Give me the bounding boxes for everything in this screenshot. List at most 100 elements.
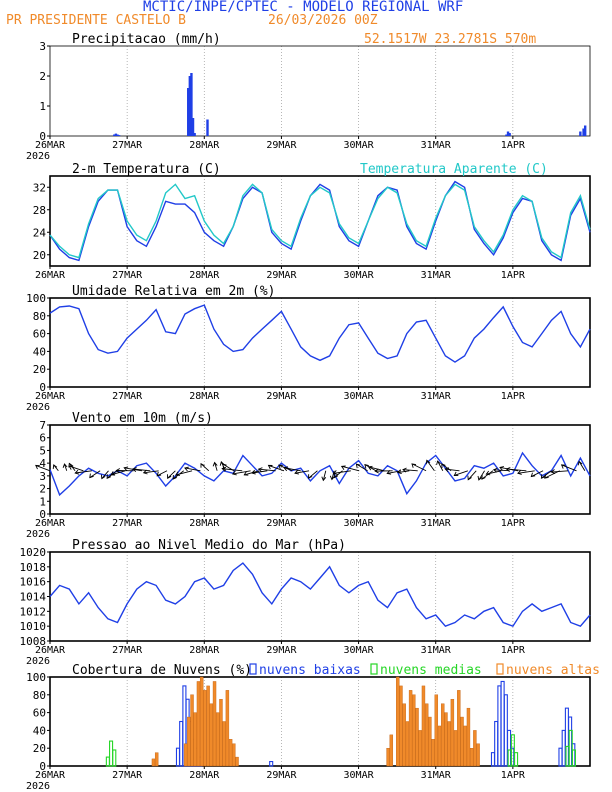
- humidity-x-tick-label: 31MAR: [421, 391, 452, 402]
- clouds-bar: [209, 703, 214, 767]
- precip-bar: [508, 133, 511, 136]
- clouds-y-tick-label: 80: [33, 689, 46, 702]
- wind-arrow-head: [396, 469, 402, 475]
- pressure-y-tick-label: 1020: [20, 546, 47, 559]
- wind-arrow: [531, 470, 544, 477]
- wind-y-tick-label: 2: [39, 483, 46, 496]
- page-title: MCTIC/INPE/CPTEC - MODELO REGIONAL WRF: [143, 0, 464, 15]
- wind-arrow: [89, 470, 101, 478]
- wind-arrow-head: [355, 463, 361, 469]
- precip-x-tick-label: 28MAR: [189, 140, 220, 151]
- pressure-x-tick-label: 31MAR: [421, 645, 452, 656]
- wind-arrow: [341, 465, 360, 472]
- wind-arrow: [551, 470, 569, 473]
- wind-arrow-head: [257, 467, 263, 473]
- clouds-bar: [396, 676, 400, 767]
- wind-series-line: [49, 451, 591, 497]
- clouds-bar: [497, 685, 502, 767]
- wind-arrow-head: [100, 474, 106, 480]
- wind-x-tick-label: 26MAR: [35, 518, 66, 529]
- clouds-y-tick-label: 60: [33, 707, 46, 720]
- wind-arrow: [69, 465, 84, 472]
- precip-y-tick-label: 3: [39, 40, 46, 53]
- wind-arrow-head: [167, 474, 172, 479]
- station-name: PR PRESIDENTE CASTELO B: [6, 13, 187, 28]
- wind-arrow-head: [142, 469, 148, 475]
- clouds-bar: [199, 676, 204, 767]
- wind-arrow: [467, 470, 477, 480]
- clouds-x-tick-label: 27MAR: [112, 770, 143, 781]
- clouds-bar: [450, 699, 455, 767]
- precip-bar: [188, 76, 192, 136]
- wind-arrow: [397, 470, 410, 473]
- pressure-y-tick-label: 1018: [20, 561, 47, 574]
- wind-arrow: [322, 470, 327, 481]
- clouds-bar: [431, 739, 435, 767]
- humidity-panel: [47, 297, 591, 390]
- temp-frame: [49, 175, 591, 267]
- humidity-x-tick-label: 29MAR: [266, 391, 297, 402]
- precip-bar: [579, 131, 582, 136]
- wind-arrow-head: [251, 469, 256, 475]
- wind-y-tick-label: 6: [39, 432, 46, 445]
- wind-arrow: [251, 470, 268, 474]
- wind-year-label: 2026: [26, 529, 50, 540]
- wind-arrow-head: [283, 466, 289, 472]
- wind-arrow-head: [222, 463, 227, 469]
- wind-arrow: [294, 470, 310, 474]
- precip-bar: [191, 118, 195, 136]
- wind-arrow-head: [62, 463, 68, 468]
- wind-arrow-head: [453, 471, 459, 476]
- wind-arrow-head: [340, 465, 346, 470]
- clouds-bar: [441, 703, 445, 767]
- clouds-bar: [225, 690, 230, 767]
- clouds-bar: [412, 694, 416, 767]
- clouds-bar: [453, 730, 458, 767]
- wind-arrow: [222, 468, 243, 472]
- clouds-bar: [179, 720, 184, 767]
- temp-series-line: [49, 180, 591, 262]
- wind-arrow-head: [560, 464, 566, 469]
- clouds-bar: [216, 712, 220, 767]
- clouds-bar: [514, 752, 519, 767]
- wind-arrow-head: [530, 472, 536, 478]
- clouds-bar: [434, 694, 439, 767]
- precip-x-tick-label: 29MAR: [266, 140, 297, 151]
- clouds-bar: [222, 721, 226, 767]
- wind-arrow: [411, 463, 427, 472]
- wind-arrow: [517, 470, 535, 474]
- clouds-bar: [460, 716, 464, 767]
- wind-arrow: [214, 462, 218, 471]
- precip-bar: [117, 135, 121, 136]
- wind-arrow-head: [411, 463, 417, 468]
- wind-arrow: [486, 470, 502, 475]
- clouds-year-label: 2026: [26, 781, 50, 792]
- wind-arrow: [284, 467, 301, 472]
- clouds-x-tick-label: 29MAR: [266, 770, 297, 781]
- cloud-legend-swatch: [496, 663, 504, 675]
- wind-arrow: [506, 468, 527, 472]
- wind-arrow: [356, 463, 368, 472]
- precip-bar: [506, 131, 510, 136]
- wind-panel: [35, 424, 591, 517]
- temp-x-tick-label: 27MAR: [112, 270, 143, 281]
- wind-arrow-head: [212, 461, 218, 467]
- wind-y-tick-label: 0: [39, 508, 46, 521]
- humidity-y-tick-label: 20: [33, 363, 46, 376]
- clouds-x-tick-label: 1APR: [501, 770, 526, 781]
- clouds-bar: [558, 747, 563, 767]
- wind-arrow: [437, 460, 444, 471]
- clouds-bar: [154, 752, 159, 767]
- wind-y-tick-label: 5: [39, 444, 46, 457]
- wind-arrow-head: [481, 475, 486, 480]
- temp-y-tick-label: 24: [33, 226, 47, 239]
- wind-arrow-head: [367, 465, 373, 471]
- wind-arrow-head: [499, 466, 504, 471]
- wind-arrow-head: [321, 476, 327, 482]
- precip-bar: [193, 133, 196, 136]
- clouds-bar: [437, 725, 442, 767]
- clouds-x-tick-label: 31MAR: [421, 770, 452, 781]
- humidity-y-tick-label: 80: [33, 310, 46, 323]
- wind-arrow-head: [467, 475, 472, 481]
